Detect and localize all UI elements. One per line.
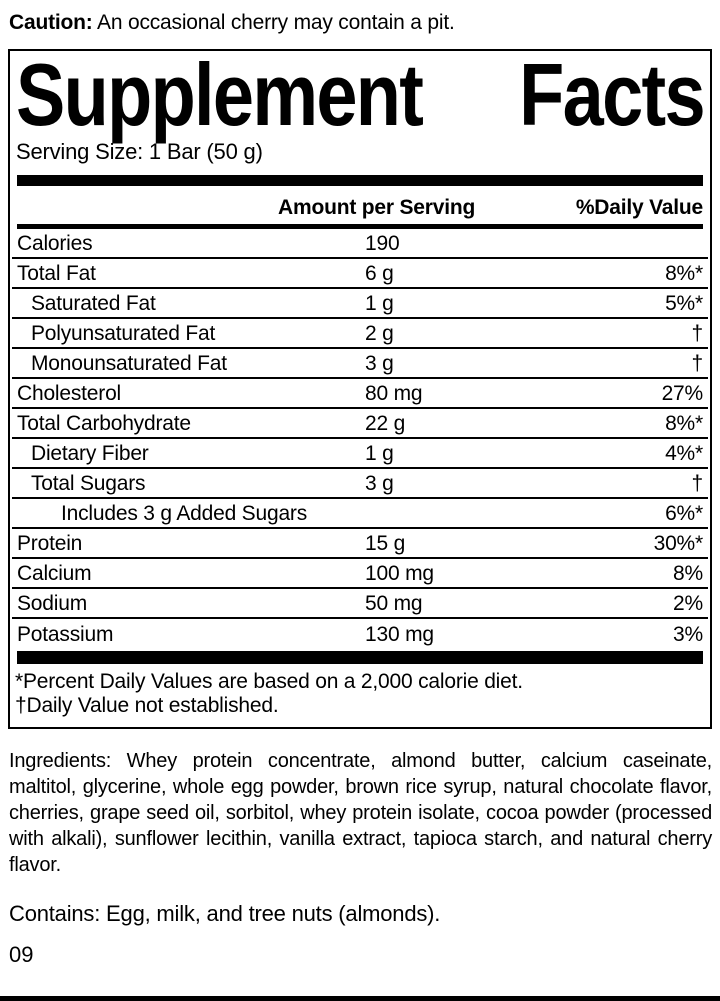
nutrient-daily-value: †	[691, 352, 704, 375]
nutrient-daily-value: 8%*	[665, 262, 703, 285]
nutrient-label: Saturated Fat	[31, 292, 156, 315]
table-row: Dietary Fiber 1 g 4%*	[12, 439, 708, 469]
nutrient-daily-value: 3%	[673, 623, 703, 646]
table-row: Total Carbohydrate 22 g 8%*	[12, 409, 708, 439]
table-header: Amount per Serving %Daily Value	[17, 186, 703, 229]
caution-label: Caution:	[9, 11, 93, 34]
caution-text: An occasional cherry may contain a pit.	[92, 11, 455, 34]
nutrient-label: Potassium	[17, 623, 114, 646]
ingredients-statement: Ingredients: Whey protein concentrate, a…	[9, 750, 712, 876]
nutrient-amount: 80 mg	[365, 382, 423, 405]
nutrient-label: Protein	[17, 532, 83, 555]
table-row: Polyunsaturated Fat 2 g †	[12, 319, 708, 349]
nutrient-daily-value: †	[691, 472, 704, 495]
table-row: Calcium 100 mg 8%	[12, 559, 708, 589]
column-header-daily-value: %Daily Value	[575, 196, 703, 219]
nutrient-label: Calories	[17, 232, 93, 255]
caution-statement: Caution: An occasional cherry may contai…	[0, 0, 720, 35]
panel-title-word-right: Facts	[519, 45, 705, 144]
separator-bar-bottom	[17, 651, 703, 664]
separator-bar-top	[17, 175, 703, 186]
label-code: 09	[9, 942, 34, 967]
nutrient-label: Cholesterol	[17, 382, 122, 405]
table-row: Protein 15 g 30%*	[12, 529, 708, 559]
nutrient-label: Total Sugars	[31, 472, 146, 495]
nutrient-label: Includes 3 g Added Sugars	[61, 502, 308, 525]
nutrient-daily-value: 8%	[673, 562, 703, 585]
table-row: Sodium 50 mg 2%	[12, 589, 708, 619]
panel-title-word-left: Supplement	[16, 45, 424, 144]
table-row: Includes 3 g Added Sugars 6%*	[12, 499, 708, 529]
table-row: Calories 190	[12, 229, 708, 259]
nutrient-amount: 3 g	[365, 472, 394, 495]
nutrient-amount: 190	[365, 232, 400, 255]
bottom-edge-bar	[0, 996, 720, 1001]
serving-size: Serving Size: 1 Bar (50 g)	[16, 139, 263, 164]
nutrient-amount: 2 g	[365, 322, 394, 345]
nutrient-daily-value: 5%*	[665, 292, 703, 315]
supplement-facts-panel: Supplement Facts Serving Size: 1 Bar (50…	[8, 49, 712, 729]
nutrient-amount: 1 g	[365, 442, 394, 465]
nutrient-label: Total Fat	[17, 262, 96, 285]
nutrient-amount: 1 g	[365, 292, 394, 315]
table-row: Saturated Fat 1 g 5%*	[12, 289, 708, 319]
nutrient-label: Monounsaturated Fat	[31, 352, 227, 375]
footnotes: *Percent Daily Values are based on a 2,0…	[10, 664, 710, 727]
table-row: Monounsaturated Fat 3 g †	[12, 349, 708, 379]
table-row: Total Fat 6 g 8%*	[12, 259, 708, 289]
nutrient-amount: 130 mg	[365, 623, 434, 646]
footnote-dv-not-established: †Daily Value not established.	[15, 694, 279, 717]
nutrient-daily-value: 27%	[661, 382, 704, 405]
nutrient-label: Dietary Fiber	[31, 442, 149, 465]
nutrient-daily-value: 8%*	[665, 412, 703, 435]
nutrient-amount: 15 g	[365, 532, 406, 555]
table-row: Total Sugars 3 g †	[12, 469, 708, 499]
allergen-contains-statement: Contains: Egg, milk, and tree nuts (almo…	[9, 901, 441, 926]
nutrient-label: Total Carbohydrate	[17, 412, 191, 435]
table-row: Cholesterol 80 mg 27%	[12, 379, 708, 409]
nutrient-rows: Calories 190 Total Fat 6 g 8%* Saturated…	[12, 229, 708, 651]
table-row: Potassium 130 mg 3%	[12, 619, 708, 651]
footnote-daily-values: *Percent Daily Values are based on a 2,0…	[15, 670, 523, 693]
nutrient-amount: 3 g	[365, 352, 394, 375]
nutrient-amount: 100 mg	[365, 562, 434, 585]
nutrient-daily-value: 2%	[673, 592, 703, 615]
nutrient-daily-value: 30%*	[653, 532, 704, 555]
nutrient-label: Sodium	[17, 592, 88, 615]
nutrient-daily-value: 6%*	[665, 502, 703, 525]
nutrient-amount: 6 g	[365, 262, 394, 285]
nutrient-amount: 50 mg	[365, 592, 423, 615]
nutrient-daily-value: 4%*	[665, 442, 703, 465]
nutrient-daily-value: †	[691, 322, 704, 345]
nutrient-label: Calcium	[17, 562, 92, 585]
nutrient-label: Polyunsaturated Fat	[31, 322, 216, 345]
panel-title: Supplement Facts	[16, 45, 706, 144]
column-header-amount: Amount per Serving	[278, 196, 476, 219]
nutrient-amount: 22 g	[365, 412, 406, 435]
